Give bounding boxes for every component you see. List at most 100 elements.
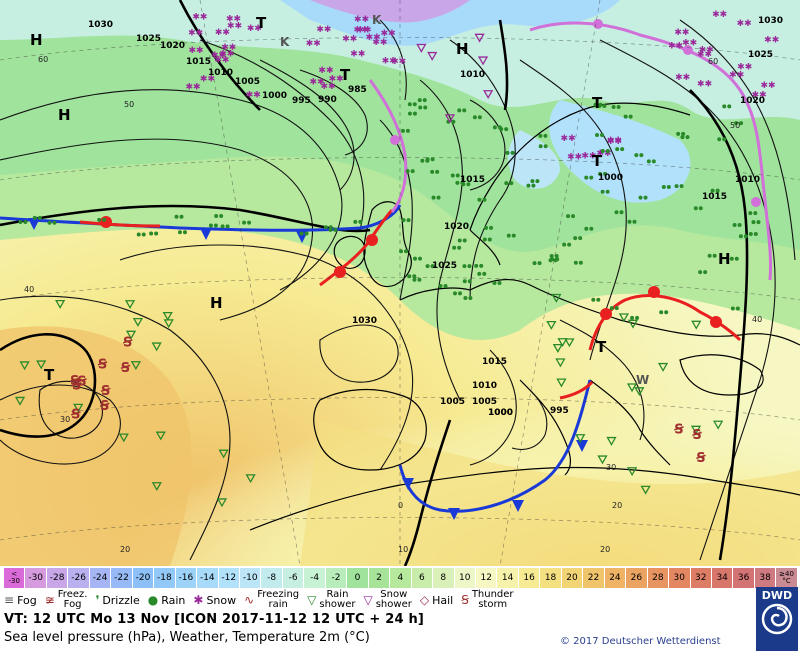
rain-icon [693,206,703,211]
rain-shower-icon [690,425,702,435]
high-pressure-center: H [718,250,731,268]
warm-front [588,294,742,351]
rain-icon [698,270,708,275]
pressure-label: 1015 [482,357,507,367]
colorbar-label: 32 [695,573,707,583]
rain-icon [462,279,472,284]
cold-front-triangle [576,440,588,452]
legend-label: Drizzle [102,593,140,607]
temperature-field-med [300,420,800,566]
pressure-label: 1025 [136,34,161,44]
colorbar-label: 14 [501,573,514,583]
graticule-line [0,277,800,301]
snow-icon: ✱✱ [310,77,325,87]
colorbar-cell: 22 [583,568,605,588]
warm-front-semicircle [366,234,378,246]
rain-icon [661,184,671,189]
colorbar-label: < [11,570,18,578]
pressure-label: 1010 [472,381,497,391]
snow-icon: ✱✱ [214,56,229,66]
weather-symbols: ✱✱✱✱✱✱✱✱✱✱✱✱✱✱✱✱✱✱✱✱✱✱✱✱✱✱✱✱✱✱✱✱✱✱✱✱✱✱✱✱… [14,10,779,508]
colorbar-label: 26 [630,573,643,583]
colorbar-cell: 2 [368,568,391,588]
cold-front-triangle [402,478,414,490]
rain-icon [532,261,542,266]
rain-shower-icon [606,436,617,446]
coast-scandinavia [469,102,691,266]
rain-shower-icon [130,361,142,371]
high-pressure-center: H [210,294,223,312]
fog-icon: ≡ [4,593,15,607]
thunderstorm-icon: Ꞩ [122,336,133,351]
rain-icon [550,257,560,262]
rain-icon [734,121,744,126]
isobar-bold [403,419,452,566]
rain-icon [630,315,640,320]
snow-icon: ✱✱ [668,41,683,51]
colorbar-cell: -2 [325,568,348,588]
rain-icon [530,179,540,184]
rain-icon [600,189,610,194]
colorbar-label: -30 [28,573,44,583]
pressure-label: 1020 [740,96,765,106]
legend-label: Snow shower [375,589,412,610]
isobar [379,19,407,101]
pressure-label: 1025 [432,261,457,271]
air-mass-label: K [280,35,290,49]
cold-front [398,379,592,513]
snow-icon: ✱✱ [219,49,234,59]
colorbar-label: -16 [178,573,194,583]
snow-icon: ✱✱ [353,25,368,35]
rain-shower-icon [118,433,129,443]
rain-shower-icon [36,360,47,370]
rain-icon [399,249,409,254]
high-pressure-center: H [30,31,43,49]
colorbar-label: 12 [480,573,492,583]
coast-europe [399,279,800,346]
rain-icon [729,256,739,261]
snow-icon: ✱✱ [342,34,357,44]
graticule-label: 10 [398,545,408,554]
thunderstorm-icon: Ꞩ [97,357,108,372]
dwd-logo: DWD [756,587,798,651]
isobar [319,324,399,383]
graticule-label: 30 [606,463,616,472]
snow-icon: ✱✱ [561,134,576,144]
colorbar-cell: -22 [111,568,133,588]
rain-icon [18,220,28,225]
legend-label: Thunder storm [471,589,514,610]
graticule-label: 60 [38,55,48,64]
graticule-label: 50 [730,121,740,130]
rain-icon [614,210,624,215]
pressure-label: 1020 [160,41,185,51]
colorbar-cell: 16 [518,568,541,588]
snow-icon: ✱✱ [188,29,203,39]
snow-icon: ✱✱ [737,19,752,29]
temperature-field-colder [310,0,470,23]
snow-icon: ✱✱ [350,49,365,59]
colorbar-cell: 12 [475,568,498,588]
rain-shower-icon [551,293,562,303]
snow-icon: ✱✱ [391,57,406,67]
colorbar-label: -20 [135,573,151,583]
colorbar-label: 34 [716,573,728,583]
graticule-line [0,37,800,61]
snow-icon: ✱✱ [221,43,236,53]
legend-item: ● Rain [148,593,186,607]
thunderstorm-icon: Ꞩ [69,374,80,389]
rain-icon [452,245,462,250]
snow-shower-icon [444,114,455,124]
graticule-label: 0 [398,501,403,510]
snow-icon: ✱✱ [607,137,622,147]
rain-icon: ● [147,593,159,607]
pressure-label: 1005 [235,77,260,87]
pressure-label: 1030 [758,16,783,26]
rain-shower-icon [640,485,651,495]
legend-item: ✱ Snow [193,593,236,607]
rain-icon [353,219,363,224]
low-pressure-center: T [44,366,55,384]
colorbar-label: -18 [157,573,172,583]
colorbar-label: -30 [8,577,20,585]
colorbar-cell: 24 [604,568,627,588]
rain-shower-icon [564,338,575,348]
